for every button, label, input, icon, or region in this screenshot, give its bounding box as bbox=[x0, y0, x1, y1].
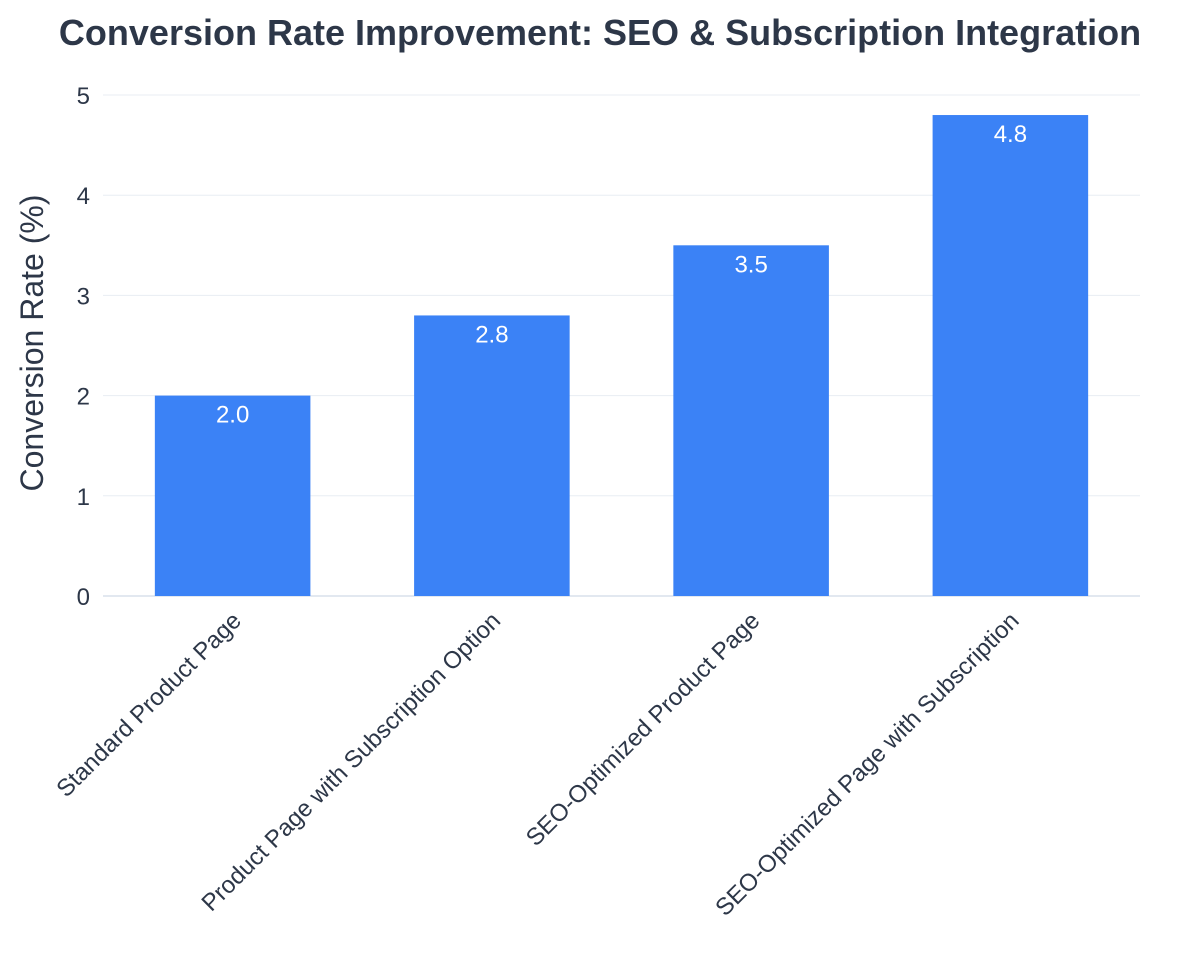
y-tick-label: 4 bbox=[77, 183, 90, 210]
bars bbox=[154, 115, 1089, 597]
y-axis-label: Conversion Rate (%) bbox=[14, 195, 50, 492]
y-tick-label: 5 bbox=[77, 83, 90, 110]
bar-data-label: 3.5 bbox=[734, 251, 767, 278]
bar bbox=[932, 115, 1089, 596]
x-tick-label: Product Page with Subscription Option bbox=[196, 607, 506, 917]
y-tick-label: 1 bbox=[77, 484, 90, 511]
x-tick-label: SEO-Optimized Page with Subscription bbox=[710, 607, 1024, 921]
y-tick-label: 0 bbox=[77, 584, 90, 611]
y-tick-label: 3 bbox=[77, 283, 90, 310]
x-tick-label: SEO-Optimized Product Page bbox=[521, 607, 766, 852]
chart-title: Conversion Rate Improvement: SEO & Subsc… bbox=[59, 12, 1141, 53]
bar-data-labels: 2.0 2.8 3.5 4.8 bbox=[216, 121, 1027, 429]
y-tick-label: 2 bbox=[77, 384, 90, 411]
bar-data-label: 4.8 bbox=[994, 121, 1027, 148]
bar bbox=[414, 315, 570, 596]
bar-data-label: 2.8 bbox=[475, 321, 508, 348]
bar bbox=[673, 245, 829, 597]
y-axis-ticks: 0 1 2 3 4 5 bbox=[77, 83, 90, 611]
bar-data-label: 2.0 bbox=[216, 402, 249, 429]
bar bbox=[154, 395, 311, 596]
x-tick-label: Standard Product Page bbox=[51, 607, 247, 803]
